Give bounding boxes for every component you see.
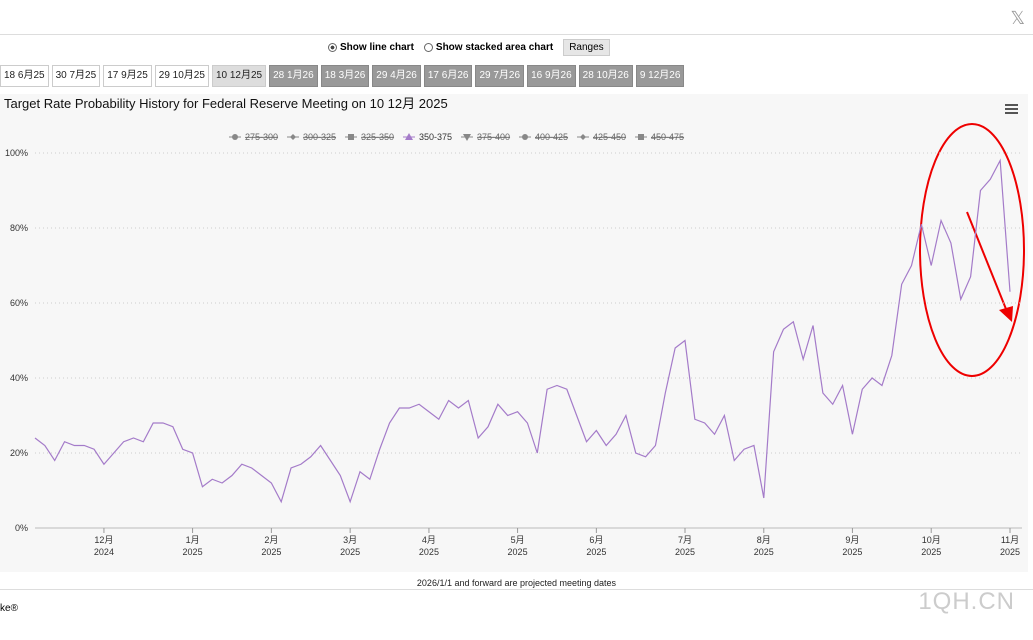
x-tick-label: 1月: [186, 535, 200, 545]
legend-marker: [290, 134, 296, 140]
x-tick-label: 2月: [264, 535, 278, 545]
x-tick-label: 7月: [678, 535, 692, 545]
menu-icon[interactable]: [1005, 104, 1018, 114]
x-tick-year: 2025: [842, 547, 862, 557]
y-tick-label: 0%: [15, 523, 28, 533]
legend-marker: [463, 134, 471, 141]
x-tick-year: 2025: [754, 547, 774, 557]
top-bar: 𝕏: [0, 0, 1033, 35]
y-tick-label: 20%: [10, 448, 28, 458]
footnote: 2026/1/1 and forward are projected meeti…: [416, 578, 617, 588]
radio-line[interactable]: Show line chart: [328, 42, 414, 53]
x-tick-label: 6月: [589, 535, 603, 545]
meeting-tab[interactable]: 17 6月26: [423, 65, 473, 87]
legend-label[interactable]: 425-450: [593, 132, 626, 142]
x-tick-label: 9月: [845, 535, 859, 545]
credit: ke®: [0, 603, 18, 614]
legend-marker: [638, 134, 644, 140]
ranges-dropdown[interactable]: Ranges: [563, 39, 610, 56]
legend-label[interactable]: 300-325: [303, 132, 336, 142]
x-tick-label: 4月: [422, 535, 436, 545]
radio[interactable]: [328, 43, 337, 52]
legend-label[interactable]: 350-375: [419, 132, 452, 142]
radio[interactable]: [423, 43, 433, 52]
x-tick-label: 3月: [343, 535, 357, 545]
annotation-arrow: [966, 211, 1009, 315]
legend-marker: [405, 133, 413, 140]
x-tick-label: 10月: [922, 535, 941, 545]
meeting-tab[interactable]: 30 7月25: [51, 65, 101, 87]
chart: Target Rate Probability History for Fede…: [0, 94, 1028, 572]
legend-label[interactable]: 375-400: [477, 132, 510, 142]
arrow-head: [999, 306, 1013, 322]
meeting-tab[interactable]: 29 10月25: [154, 65, 209, 87]
meeting-tab[interactable]: 28 10月26: [578, 65, 633, 87]
legend-label[interactable]: 450-475: [651, 132, 684, 142]
legend-marker: [580, 134, 586, 140]
legend-marker: [522, 134, 528, 140]
credit-text: ke: [0, 603, 11, 614]
watermark: 1QH.CN: [918, 588, 1015, 615]
x-tick-label: 11月: [1001, 535, 1019, 545]
x-tick-year: 2025: [921, 547, 941, 557]
x-tick-year: 2025: [1000, 547, 1020, 557]
y-tick-label: 40%: [10, 373, 28, 383]
option-label: Show line chart: [340, 42, 414, 53]
legend-marker: [348, 134, 354, 140]
meeting-tabs: 18 6月25 30 7月25 17 9月25 29 10月25 10 12月25 28 …: [0, 65, 685, 87]
meeting-tab[interactable]: 10 12月25: [211, 65, 267, 87]
bottom-bar: [0, 589, 1033, 640]
meeting-tab[interactable]: 9 12月26: [635, 65, 685, 87]
y-tick-label: 60%: [10, 298, 28, 308]
x-tick-year: 2025: [340, 547, 360, 557]
x-tick-year: 2024: [94, 547, 114, 557]
option-label: Show stacked area chart: [435, 42, 554, 53]
annotation-ellipse: [919, 123, 1025, 377]
x-tick-year: 2025: [419, 547, 439, 557]
meeting-tab[interactable]: 18 6月25: [0, 65, 49, 87]
legend-label[interactable]: 325-350: [361, 132, 394, 142]
x-tick-label: 12月: [94, 535, 113, 545]
meeting-tab[interactable]: 29 4月26: [372, 65, 421, 87]
x-tick-year: 2025: [675, 547, 695, 557]
x-tick-label: 5月: [511, 535, 525, 545]
legend-label[interactable]: 275-300: [245, 132, 278, 142]
series-line: [34, 158, 1011, 504]
chart-title: Target Rate Probability History for Fede…: [4, 96, 448, 111]
chart-background: [0, 94, 1028, 572]
chart-options: Show line chart Show stacked area chart …: [328, 39, 610, 56]
x-tick-year: 2025: [261, 547, 281, 557]
meeting-tab[interactable]: 29 7月26: [475, 65, 525, 87]
meeting-tab[interactable]: 17 9月25: [103, 65, 152, 87]
meeting-tab[interactable]: 28 1月26: [269, 65, 318, 87]
x-tick-year: 2025: [183, 547, 203, 557]
close-icon[interactable]: 𝕏: [1010, 8, 1025, 28]
legend-label[interactable]: 400-425: [535, 132, 568, 142]
x-tick-label: 8月: [757, 535, 771, 545]
radio-area[interactable]: Show stacked area chart: [423, 42, 554, 53]
y-tick-label: 80%: [10, 223, 28, 233]
x-tick-year: 2025: [586, 547, 606, 557]
y-tick-label: 100%: [5, 148, 28, 158]
meeting-tab[interactable]: 16 9月26: [527, 65, 576, 87]
meeting-tab[interactable]: 18 3月26: [320, 65, 370, 87]
x-tick-year: 2025: [508, 547, 528, 557]
legend-marker: [232, 134, 238, 140]
